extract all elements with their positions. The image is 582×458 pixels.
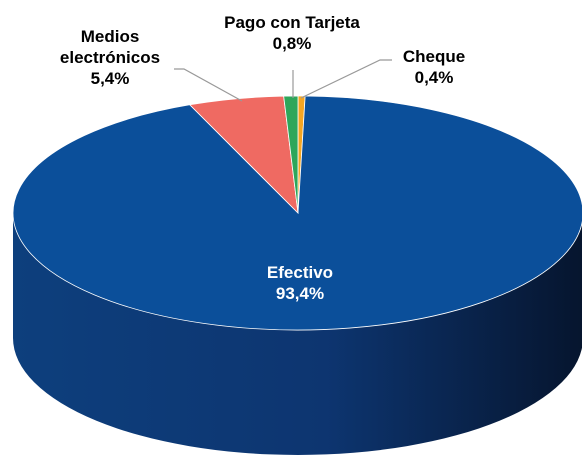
slice-label: Pago con Tarjeta 0,8%	[192, 12, 392, 54]
leader-line	[300, 59, 392, 99]
value-label: 0,4%	[414, 68, 454, 87]
leader-lines	[174, 59, 392, 102]
category-name: Medios electrónicos	[59, 27, 161, 67]
slice-label: Efectivo 93,4%	[230, 262, 370, 304]
category-name: Efectivo	[266, 263, 334, 282]
value-label: 5,4%	[90, 69, 130, 88]
slice-label: Medios electrónicos 5,4%	[50, 26, 170, 89]
category-name: Cheque	[402, 47, 466, 66]
value-label: 0,8%	[272, 34, 312, 53]
value-label: 93,4%	[275, 284, 325, 303]
category-name: Pago con Tarjeta	[224, 13, 360, 32]
pie-slice	[283, 95, 299, 214]
pie-side	[13, 213, 582, 455]
leader-line	[174, 68, 243, 102]
slice-label: Cheque 0,4%	[379, 46, 489, 88]
